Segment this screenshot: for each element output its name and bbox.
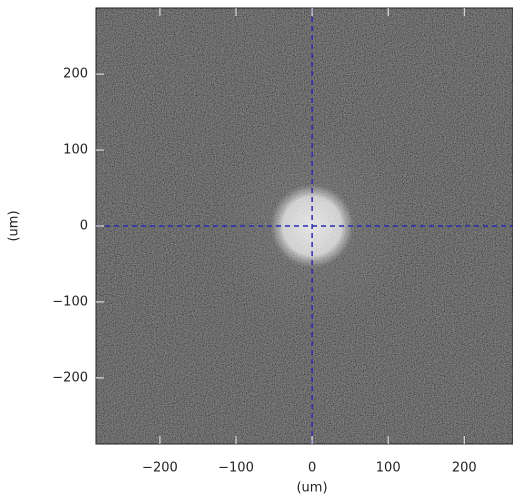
y-tick-label: −100 <box>52 294 88 309</box>
y-tick-label: 100 <box>63 143 88 158</box>
x-tick-label: 0 <box>308 461 316 476</box>
x-axis-label: (um) <box>296 481 327 496</box>
y-tick-label: −200 <box>52 370 88 385</box>
y-tick-label: 0 <box>80 219 88 234</box>
image-area <box>96 8 513 444</box>
y-axis-label: (um) <box>7 210 22 241</box>
y-tick-label: 200 <box>63 67 88 82</box>
x-tick-label: −100 <box>218 461 254 476</box>
x-tick-label: 200 <box>452 461 477 476</box>
x-tick-label: 100 <box>376 461 401 476</box>
x-tick-label: −200 <box>142 461 178 476</box>
